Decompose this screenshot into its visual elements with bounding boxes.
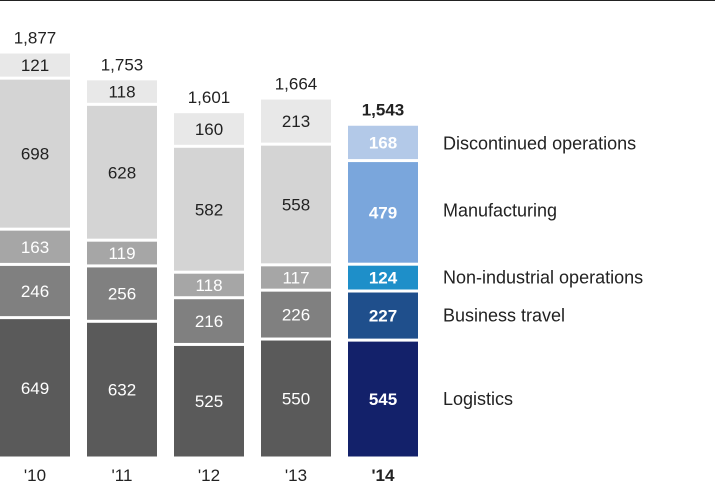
value-label-non-industrial-operations-3: 117 — [282, 268, 309, 287]
value-label-manufacturing-0: 698 — [21, 145, 49, 164]
value-label-discontinued-operations-2: 160 — [195, 120, 223, 139]
legend-item-logistics: Logistics — [443, 389, 513, 409]
x-tick-label-2: '12 — [198, 466, 220, 485]
value-label-manufacturing-2: 582 — [195, 200, 223, 219]
x-axis-tick-labels: '10 '11 '12 '13 '14 — [24, 466, 395, 485]
value-label-business-travel-3: 226 — [282, 306, 310, 325]
bar-discontinued-operations-3 — [261, 99, 331, 143]
bar-logistics-4 — [348, 341, 418, 457]
legend-item-non-industrial-operations: Non-industrial operations — [443, 268, 643, 288]
value-label-logistics-1: 632 — [108, 381, 136, 400]
value-label-business-travel-4: 227 — [369, 307, 397, 326]
bar-business-travel-1 — [87, 267, 157, 320]
legend: Logistics Business travel Non-industrial o… — [443, 133, 643, 409]
bar-manufacturing-0 — [0, 79, 70, 228]
total-label-2: 1,601 — [188, 88, 231, 107]
bar-manufacturing-1 — [87, 105, 157, 239]
value-label-discontinued-operations-1: 118 — [108, 83, 135, 102]
bar-discontinued-operations-1 — [87, 80, 157, 103]
bars-group — [0, 53, 418, 457]
bar-logistics-1 — [87, 322, 157, 457]
bar-logistics-3 — [261, 340, 331, 457]
value-label-logistics-3: 550 — [282, 390, 310, 409]
bar-non-industrial-operations-1 — [87, 241, 157, 265]
bar-logistics-2 — [174, 345, 244, 457]
value-label-logistics-2: 525 — [195, 392, 223, 411]
legend-item-business-travel: Business travel — [443, 306, 565, 326]
x-tick-label-3: '13 — [285, 466, 307, 485]
value-label-discontinued-operations-0: 121 — [21, 56, 49, 75]
value-label-business-travel-1: 256 — [108, 285, 136, 304]
value-label-non-industrial-operations-2: 118 — [195, 276, 222, 295]
top-rule — [0, 0, 715, 1]
bar-manufacturing-2 — [174, 147, 244, 271]
value-label-discontinued-operations-4: 168 — [369, 133, 397, 152]
bar-discontinued-operations-0 — [0, 53, 70, 77]
x-tick-label-4: '14 — [372, 466, 395, 485]
value-label-manufacturing-1: 628 — [108, 163, 136, 182]
value-label-business-travel-2: 216 — [195, 312, 223, 331]
value-label-business-travel-0: 246 — [21, 282, 49, 301]
value-label-manufacturing-4: 479 — [369, 203, 397, 222]
totals-group: 1,877 1,753 1,601 1,664 1,543 — [14, 29, 405, 120]
bar-business-travel-0 — [0, 265, 70, 317]
value-labels-group: 649 246 163 698 121 632 256 119 628 118 525 216 118 5… — [21, 56, 398, 411]
value-label-non-industrial-operations-0: 163 — [21, 238, 49, 257]
legend-item-manufacturing: Manufacturing — [443, 200, 557, 220]
bar-business-travel-4 — [348, 292, 418, 339]
bar-discontinued-operations-4 — [348, 125, 418, 160]
bar-manufacturing-4 — [348, 162, 418, 263]
x-tick-label-0: '10 — [24, 466, 46, 485]
total-label-4: 1,543 — [362, 101, 405, 120]
bar-manufacturing-3 — [261, 145, 331, 264]
bar-non-industrial-operations-3 — [261, 266, 331, 289]
value-label-logistics-0: 649 — [21, 379, 49, 398]
bar-logistics-0 — [0, 319, 70, 457]
bar-business-travel-3 — [261, 291, 331, 338]
bar-non-industrial-operations-2 — [174, 273, 244, 297]
bar-discontinued-operations-2 — [174, 113, 244, 145]
value-label-logistics-4: 545 — [369, 390, 397, 409]
value-label-non-industrial-operations-4: 124 — [369, 269, 398, 288]
total-label-1: 1,753 — [101, 55, 144, 74]
bar-business-travel-2 — [174, 299, 244, 343]
x-tick-label-1: '11 — [112, 466, 133, 485]
bar-non-industrial-operations-0 — [0, 230, 70, 263]
total-label-3: 1,664 — [275, 75, 318, 94]
value-label-manufacturing-3: 558 — [282, 195, 310, 214]
bar-non-industrial-operations-4 — [348, 265, 418, 290]
value-label-non-industrial-operations-1: 119 — [108, 244, 135, 263]
total-label-0: 1,877 — [14, 29, 57, 48]
legend-item-discontinued-operations: Discontinued operations — [443, 133, 636, 153]
value-label-discontinued-operations-3: 213 — [282, 112, 310, 131]
